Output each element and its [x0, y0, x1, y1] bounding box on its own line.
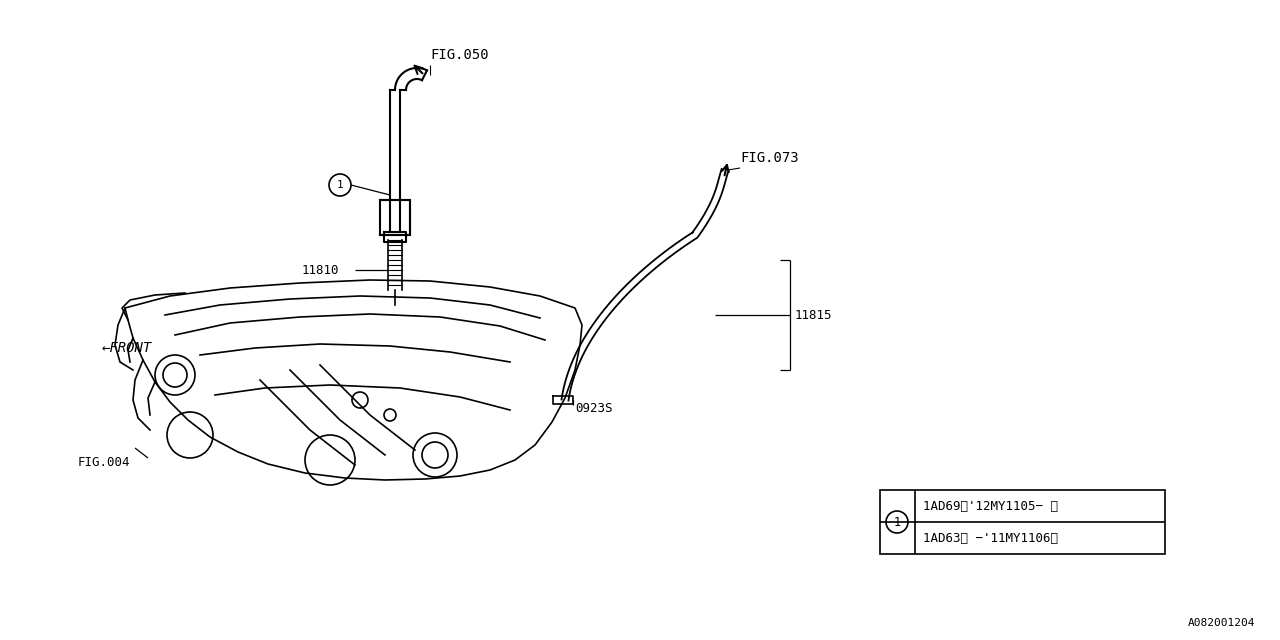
Bar [380, 200, 410, 235]
Text: 11815: 11815 [795, 308, 832, 321]
Text: FIG.073: FIG.073 [740, 151, 799, 165]
Text: 1AD63（ −'11MY1106）: 1AD63（ −'11MY1106） [923, 531, 1059, 545]
Text: ←FRONT: ←FRONT [102, 341, 152, 355]
Text: 11810: 11810 [302, 264, 339, 276]
Text: 1AD69（'12MY1105− ）: 1AD69（'12MY1105− ） [923, 499, 1059, 513]
Text: 1: 1 [893, 515, 901, 529]
Text: FIG.004: FIG.004 [78, 456, 131, 468]
Text: 0923S: 0923S [575, 401, 613, 415]
Text: 1: 1 [337, 180, 343, 190]
Bar [881, 490, 1165, 554]
Text: FIG.050: FIG.050 [430, 48, 489, 62]
Text: A082001204: A082001204 [1188, 618, 1254, 628]
